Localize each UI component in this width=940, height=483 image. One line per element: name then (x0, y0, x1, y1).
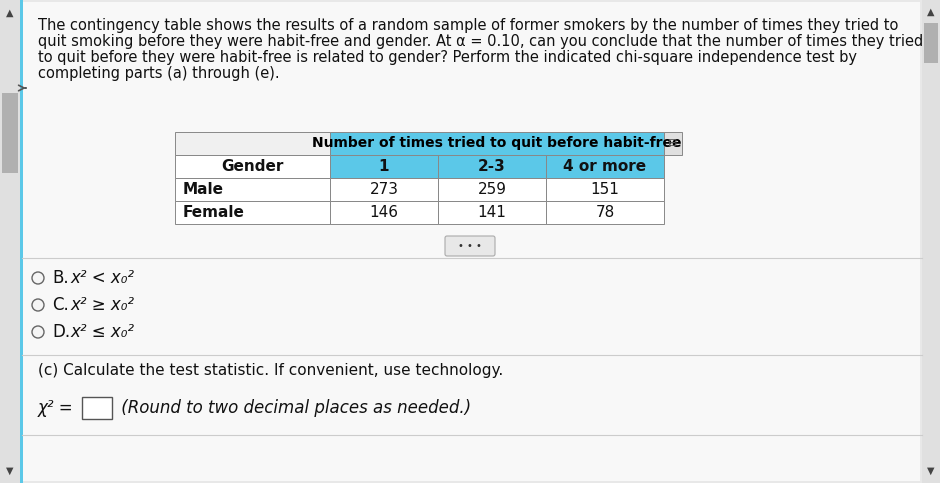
Text: completing parts (a) through (e).: completing parts (a) through (e). (38, 66, 279, 81)
Bar (330, 132, 664, 155)
Text: (Round to two decimal places as needed.): (Round to two decimal places as needed.) (116, 399, 471, 417)
Text: B.: B. (52, 269, 69, 287)
Circle shape (32, 326, 44, 338)
FancyBboxPatch shape (445, 236, 495, 256)
Bar (438, 178, 546, 201)
Bar (82, 397, 112, 419)
Text: Female: Female (183, 205, 245, 220)
Text: 141: 141 (478, 205, 507, 220)
Text: 146: 146 (369, 205, 399, 220)
Circle shape (32, 272, 44, 284)
Bar (2, 93, 18, 173)
Bar (330, 201, 438, 224)
Text: χ² =: χ² = (38, 399, 73, 417)
Text: ▼: ▼ (927, 466, 934, 476)
Text: 151: 151 (590, 182, 619, 197)
Text: 259: 259 (478, 182, 507, 197)
Text: 4 or more: 4 or more (563, 159, 647, 174)
Bar (438, 201, 546, 224)
Text: D.: D. (52, 323, 70, 341)
Bar (438, 155, 546, 178)
Text: x² ≤ x₀²: x² ≤ x₀² (70, 323, 134, 341)
Bar (664, 132, 682, 155)
Bar (924, 23, 938, 63)
Bar (175, 132, 330, 155)
Text: ⊟: ⊟ (668, 139, 678, 148)
Text: 273: 273 (369, 182, 399, 197)
Bar (0, 0, 20, 483)
Bar (330, 178, 438, 201)
Bar (175, 178, 330, 201)
Bar (922, 0, 940, 483)
Text: to quit before they were habit-free is related to gender? Perform the indicated : to quit before they were habit-free is r… (38, 50, 857, 65)
Circle shape (32, 299, 44, 311)
Text: quit smoking before they were habit-free and gender. At α = 0.10, can you conclu: quit smoking before they were habit-free… (38, 34, 923, 49)
Bar (20, 0, 23, 483)
Text: x² < x₀²: x² < x₀² (70, 269, 134, 287)
Text: 78: 78 (595, 205, 615, 220)
Text: • • •: • • • (458, 241, 482, 251)
Bar (546, 178, 664, 201)
Bar (175, 201, 330, 224)
Text: The contingency table shows the results of a random sample of former smokers by : The contingency table shows the results … (38, 18, 899, 33)
Text: C.: C. (52, 296, 69, 314)
Text: ▲: ▲ (7, 8, 14, 18)
Bar (175, 155, 330, 178)
Text: Gender: Gender (221, 159, 284, 174)
Bar (546, 201, 664, 224)
Text: Male: Male (183, 182, 224, 197)
Text: (c) Calculate the test statistic. If convenient, use technology.: (c) Calculate the test statistic. If con… (38, 364, 503, 379)
Text: 2-3: 2-3 (478, 159, 506, 174)
Text: ▲: ▲ (927, 7, 934, 17)
Text: x² ≥ x₀²: x² ≥ x₀² (70, 296, 134, 314)
Text: 1: 1 (379, 159, 389, 174)
Text: Number of times tried to quit before habit-free: Number of times tried to quit before hab… (312, 137, 682, 151)
Bar (330, 155, 438, 178)
Bar (546, 155, 664, 178)
Text: ▼: ▼ (7, 466, 14, 476)
